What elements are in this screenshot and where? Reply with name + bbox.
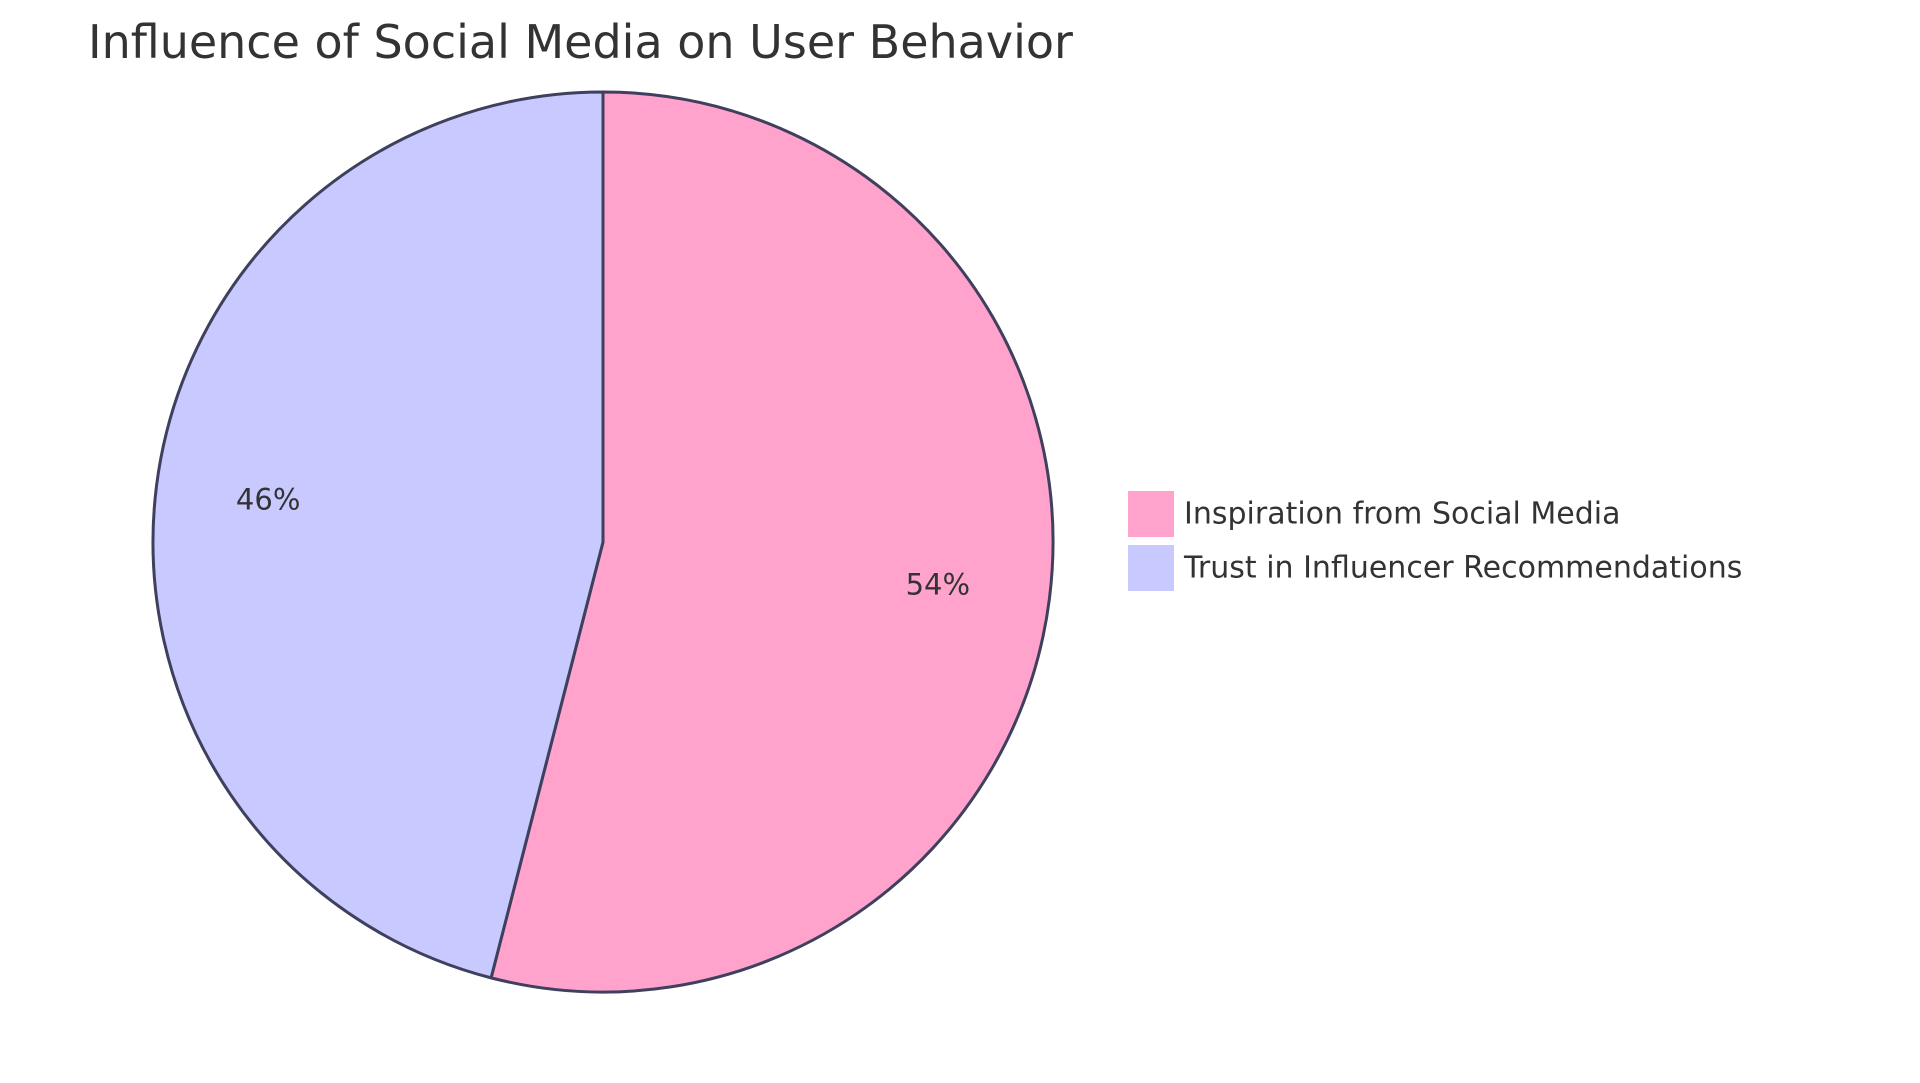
pie-slice-labels: 54% 46%	[236, 483, 970, 602]
slice-value-label-0: 54%	[906, 567, 970, 601]
legend-swatch-0	[1128, 491, 1174, 537]
legend: Inspiration from Social Media Trust in In…	[1128, 491, 1742, 591]
legend-swatch-1	[1128, 545, 1174, 591]
slice-value-label-1: 46%	[236, 483, 300, 517]
chart-title: Influence of Social Media on User Behavi…	[88, 15, 1073, 69]
pie-slices	[151, 90, 1055, 994]
pie-slice-1	[151, 90, 605, 980]
legend-label-1: Trust in Influencer Recommendations	[1183, 551, 1742, 586]
pie-slice-0	[489, 90, 1055, 994]
legend-label-0: Inspiration from Social Media	[1184, 497, 1621, 532]
